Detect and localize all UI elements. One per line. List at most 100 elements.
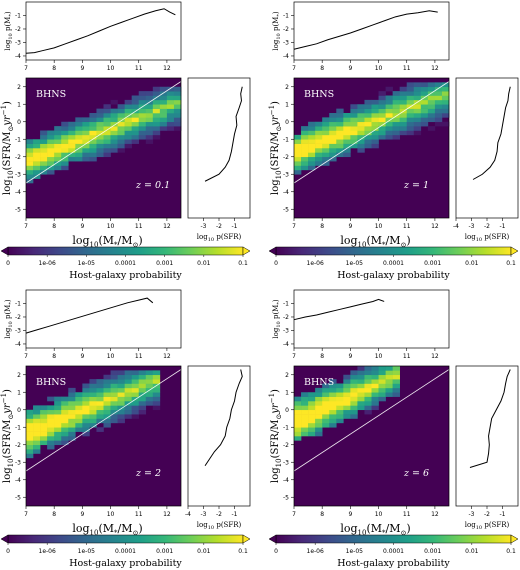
heatmap-cell bbox=[308, 396, 316, 402]
heatmap-cell bbox=[54, 409, 62, 415]
colorbar-tick-label: 1e-06 bbox=[39, 260, 56, 267]
colorbar-tick-label: 1e-06 bbox=[39, 548, 56, 555]
heatmap-cell bbox=[124, 130, 132, 136]
heatmap-cell bbox=[124, 383, 132, 389]
heatmap-cell bbox=[124, 392, 132, 397]
heatmap-cell bbox=[357, 387, 365, 393]
heatmap-cell bbox=[301, 143, 309, 149]
heatmap-cell bbox=[427, 95, 436, 101]
heatmap-cell bbox=[357, 143, 365, 149]
heatmap-cell bbox=[145, 392, 154, 397]
side-x-tick-label: -1 bbox=[500, 223, 506, 230]
heatmap-cell bbox=[420, 82, 429, 88]
heatmap-cell bbox=[40, 152, 48, 158]
top-y-tick-label: -4 bbox=[283, 53, 289, 60]
heatmap-cell bbox=[329, 379, 337, 384]
heatmap-cell bbox=[315, 139, 323, 144]
heatmap-cell bbox=[117, 379, 125, 384]
heatmap-cell bbox=[47, 130, 55, 136]
heatmap-cell bbox=[434, 86, 443, 92]
population-label: BHNS bbox=[36, 377, 66, 388]
heatmap-cell bbox=[371, 99, 379, 105]
heatmap-cell bbox=[392, 113, 400, 118]
x-tick-label: 7 bbox=[292, 223, 296, 230]
heatmap-cell bbox=[40, 134, 48, 140]
heatmap-cell bbox=[110, 148, 118, 153]
heatmap-cell bbox=[308, 431, 316, 437]
heatmap-cell bbox=[96, 409, 104, 415]
heatmap-cell bbox=[406, 91, 415, 96]
heatmap-frame bbox=[25, 365, 182, 507]
heatmap-cell bbox=[89, 134, 97, 140]
heatmap-cell bbox=[315, 161, 323, 166]
heatmap-cell bbox=[364, 104, 372, 109]
heatmap-cell bbox=[350, 401, 358, 406]
heatmap-cell bbox=[350, 134, 358, 140]
heatmap-cell bbox=[350, 396, 358, 402]
heatmap-cell bbox=[427, 91, 436, 96]
heatmap-cell bbox=[392, 130, 400, 136]
y-tick-label: 2 bbox=[17, 84, 21, 91]
heatmap-cell bbox=[110, 396, 118, 402]
heatmap-cell bbox=[138, 370, 147, 376]
side-x-tick-label: -2 bbox=[484, 223, 490, 230]
heatmap-cell bbox=[315, 152, 323, 158]
top-y-tick-label: -3 bbox=[283, 327, 289, 334]
heatmap-cell bbox=[343, 409, 351, 415]
heatmap-cell bbox=[392, 126, 400, 131]
heatmap-cell bbox=[336, 121, 344, 127]
heatmap-cell bbox=[343, 396, 351, 402]
heatmap-cell bbox=[329, 387, 337, 393]
heatmap-cell bbox=[82, 143, 90, 149]
heatmap-cell bbox=[336, 383, 344, 389]
heatmap-cell bbox=[103, 152, 111, 158]
heatmap-cell bbox=[40, 143, 48, 149]
heatmap-cell bbox=[399, 99, 408, 105]
heatmap-cell bbox=[117, 392, 125, 397]
y-tick-label: -4 bbox=[15, 477, 21, 484]
heatmap-cell bbox=[47, 436, 55, 441]
heatmap-cell bbox=[103, 405, 111, 411]
heatmap-cell bbox=[117, 108, 125, 114]
heatmap-cell bbox=[378, 374, 386, 380]
heatmap-cell bbox=[75, 392, 83, 397]
heatmap-cell bbox=[54, 436, 62, 441]
heatmap-cell bbox=[117, 374, 125, 380]
heatmap-cell bbox=[33, 169, 41, 175]
heatmap-cell bbox=[96, 108, 104, 114]
heatmap-cell bbox=[350, 383, 358, 389]
heatmap-cell bbox=[357, 383, 365, 389]
heatmap-cell bbox=[350, 117, 358, 123]
colorbar-tick-label: 0.001 bbox=[424, 548, 441, 555]
heatmap-cell bbox=[33, 427, 41, 432]
heatmap-cell bbox=[131, 139, 140, 144]
heatmap-cell bbox=[26, 152, 34, 158]
heatmap-cell bbox=[117, 409, 125, 415]
heatmap-cell bbox=[117, 387, 125, 393]
heatmap-cell bbox=[420, 91, 429, 96]
heatmap-frame bbox=[293, 77, 450, 219]
heatmap-cell bbox=[329, 117, 337, 123]
heatmap-cell bbox=[110, 379, 118, 384]
heatmap-cell bbox=[406, 86, 415, 92]
heatmap-cell bbox=[173, 86, 182, 92]
heatmap-cell bbox=[329, 121, 337, 127]
heatmap-cell bbox=[131, 99, 140, 105]
heatmap-cell bbox=[364, 401, 372, 406]
heatmap-cell bbox=[350, 126, 358, 131]
heatmap-cell bbox=[399, 113, 408, 118]
heatmap-cell bbox=[406, 108, 415, 114]
heatmap-cell bbox=[54, 161, 62, 166]
heatmap-cell bbox=[82, 414, 90, 419]
heatmap-cell bbox=[68, 139, 76, 144]
heatmap-cell bbox=[159, 113, 168, 118]
heatmap-cell bbox=[350, 108, 358, 114]
heatmap-cell bbox=[103, 392, 111, 397]
side-marginal-frame bbox=[455, 77, 519, 219]
heatmap-cell bbox=[378, 392, 386, 397]
y-tick-label: -4 bbox=[283, 189, 289, 196]
heatmap-cell bbox=[152, 108, 161, 114]
heatmap-cell bbox=[110, 117, 118, 123]
heatmap-cell bbox=[392, 108, 400, 114]
